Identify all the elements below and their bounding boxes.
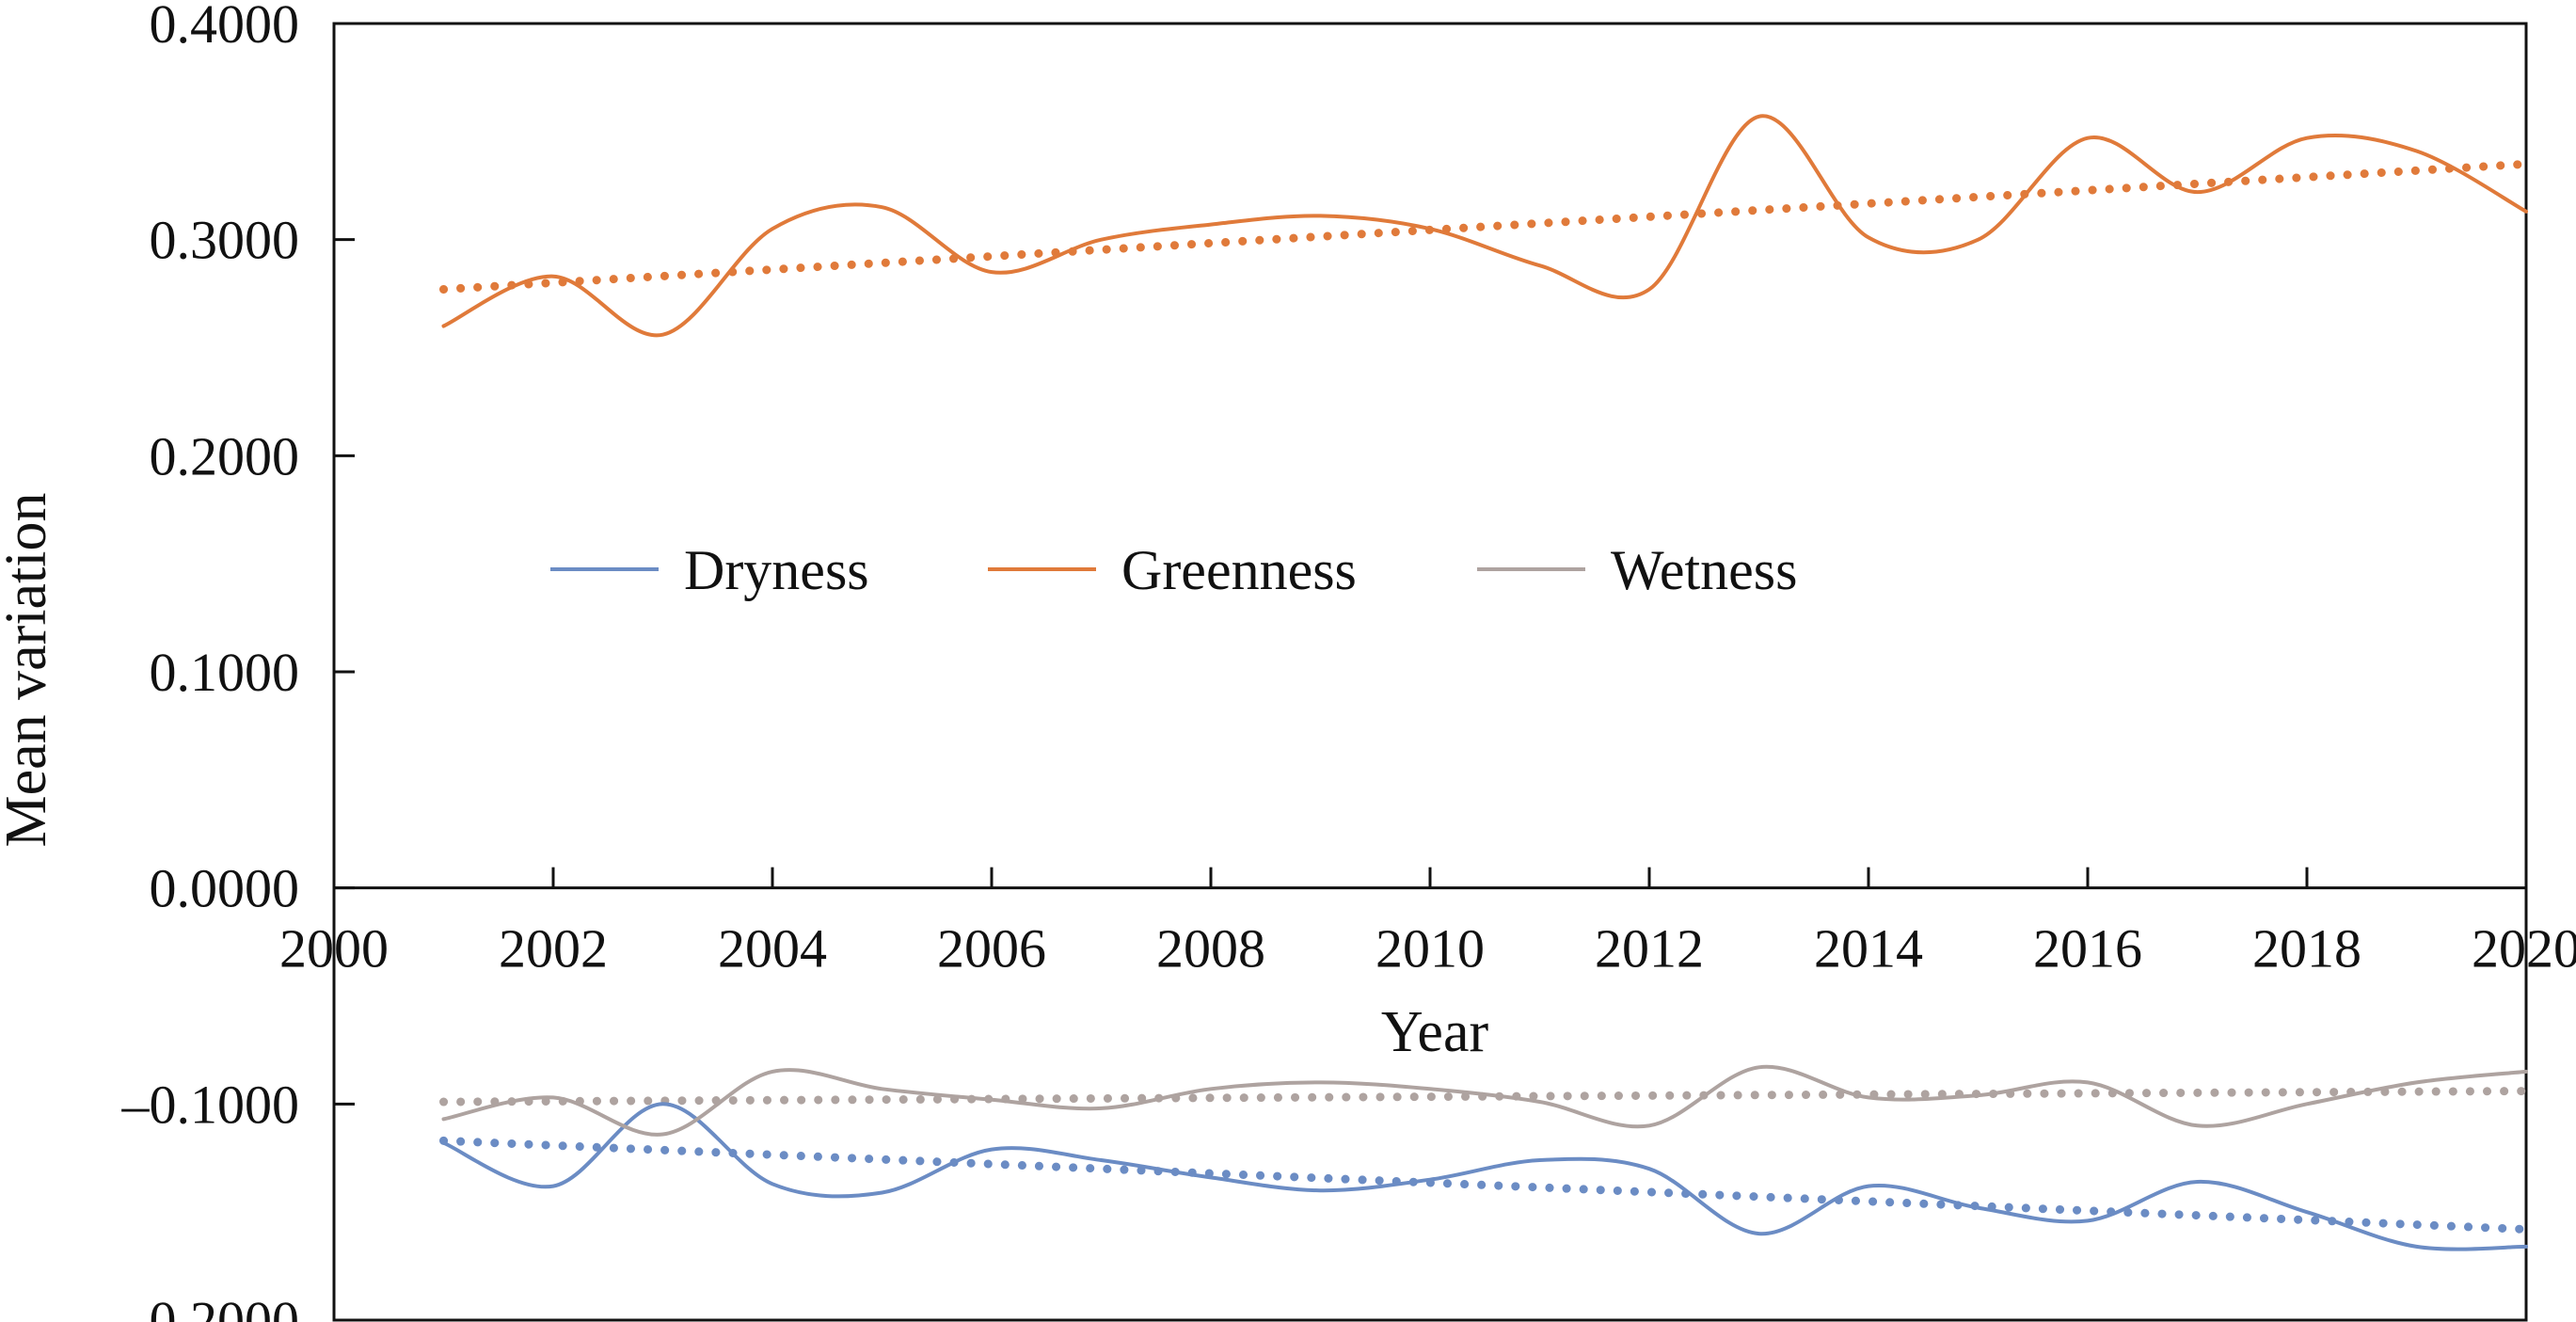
dryness-point-2017 xyxy=(2196,1180,2200,1184)
y-tick-label-3: 0.1000 xyxy=(150,642,300,703)
x-ticks: 2000 2002 2004 2006 2008 2010 2012 2014 2016 2018… xyxy=(279,867,2576,980)
dryness-point-2005 xyxy=(881,1190,884,1194)
dryness-point-2016 xyxy=(2086,1218,2090,1222)
dryness-point-2009 xyxy=(1319,1188,1323,1192)
wetness-point-2003 xyxy=(661,1132,665,1136)
dryness-point-2012 xyxy=(1647,1167,1651,1171)
dryness-point-2004 xyxy=(771,1182,774,1186)
dryness-point-2011 xyxy=(1538,1158,1542,1162)
wetness-trend-line xyxy=(439,1087,2531,1107)
greenness-point-2014 xyxy=(1867,235,1870,239)
x-tick-label-2020: 2020 xyxy=(2472,918,2576,980)
greenness-point-2012 xyxy=(1647,287,1651,291)
x-tick-label-2016: 2016 xyxy=(2033,918,2142,980)
greenness-point-2003 xyxy=(661,333,665,337)
wetness-point-2016 xyxy=(2086,1080,2090,1084)
greenness-point-2009 xyxy=(1319,214,1323,217)
x-tick-label-2012: 2012 xyxy=(1595,918,1704,980)
greenness-point-2018 xyxy=(2305,136,2309,140)
wetness-point-2006 xyxy=(990,1098,994,1102)
wetness-point-2009 xyxy=(1319,1080,1323,1084)
wetness-point-2012 xyxy=(1647,1123,1651,1127)
greenness-point-2004 xyxy=(771,227,774,231)
y-tick-label-6: –0.2000 xyxy=(121,1290,300,1322)
x-axis-title: Year xyxy=(1381,1000,1489,1064)
dryness-point-2002 xyxy=(551,1185,555,1188)
wetness-point-2018 xyxy=(2305,1102,2309,1106)
x-tick-label-2004: 2004 xyxy=(718,918,827,980)
dryness-point-2001 xyxy=(442,1141,446,1145)
greenness-point-2017 xyxy=(2196,190,2200,194)
wetness-point-2008 xyxy=(1209,1087,1213,1091)
y-tick-label-2: 0.2000 xyxy=(150,425,300,486)
dryness-series-line xyxy=(441,1102,2528,1251)
y-ticks: 0.4000 0.3000 0.2000 0.1000 0.0000 –0.1000 –0.… xyxy=(121,0,355,1322)
wetness-point-2015 xyxy=(1977,1093,1980,1097)
x-tick-label-2002: 2002 xyxy=(499,918,608,980)
wetness-point-2020 xyxy=(2524,1070,2528,1074)
greenness-point-2002 xyxy=(551,275,555,279)
dryness-point-2019 xyxy=(2415,1245,2419,1249)
dryness-point-2018 xyxy=(2305,1210,2309,1214)
wetness-point-2007 xyxy=(1100,1107,1104,1110)
dryness-point-2006 xyxy=(990,1148,994,1152)
y-tick-label-0: 0.4000 xyxy=(150,0,300,55)
y-tick-label-4: 0.0000 xyxy=(150,858,300,919)
wetness-point-2011 xyxy=(1538,1100,1542,1104)
x-tick-label-2008: 2008 xyxy=(1156,918,1265,980)
dryness-point-2003 xyxy=(661,1102,665,1106)
greenness-point-2019 xyxy=(2415,150,2419,153)
legend-label-greenness: Greenness xyxy=(1121,539,1357,601)
y-axis-title: Mean variation xyxy=(0,492,58,847)
x-tick-label-2000: 2000 xyxy=(279,918,389,980)
greenness-series-line xyxy=(441,114,2528,338)
dryness-point-2008 xyxy=(1209,1175,1213,1179)
trend-lines xyxy=(439,159,2531,1234)
wetness-point-2001 xyxy=(442,1117,446,1121)
greenness-point-2001 xyxy=(442,325,446,328)
greenness-point-2016 xyxy=(2086,136,2090,140)
wetness-point-2002 xyxy=(551,1095,555,1099)
series-lines xyxy=(441,114,2528,1251)
greenness-point-2011 xyxy=(1538,263,1542,267)
x-tick-label-2010: 2010 xyxy=(1375,918,1485,980)
greenness-point-2013 xyxy=(1757,115,1761,119)
dryness-point-2014 xyxy=(1867,1185,1870,1188)
greenness-point-2005 xyxy=(881,205,884,209)
wetness-point-2005 xyxy=(881,1087,884,1091)
greenness-point-2020 xyxy=(2524,210,2528,214)
legend: Dryness Greenness Wetness xyxy=(550,539,1797,601)
greenness-point-2015 xyxy=(1977,238,1980,242)
dryness-point-2020 xyxy=(2524,1245,2528,1249)
dryness-point-2007 xyxy=(1100,1158,1104,1162)
wetness-point-2017 xyxy=(2196,1123,2200,1127)
greenness-point-2010 xyxy=(1428,227,1432,231)
wetness-series-line xyxy=(441,1064,2528,1137)
legend-label-wetness: Wetness xyxy=(1611,539,1797,601)
legend-label-dryness: Dryness xyxy=(684,539,869,601)
y-tick-label-1: 0.3000 xyxy=(150,210,300,271)
wetness-point-2010 xyxy=(1428,1087,1432,1091)
wetness-point-2019 xyxy=(2415,1080,2419,1084)
y-tick-label-5: –0.1000 xyxy=(121,1074,300,1135)
x-tick-label-2014: 2014 xyxy=(1814,918,1923,980)
dryness-point-2013 xyxy=(1757,1232,1761,1235)
wetness-point-2014 xyxy=(1867,1095,1870,1099)
greenness-point-2006 xyxy=(990,270,994,274)
wetness-point-2013 xyxy=(1757,1065,1761,1069)
greenness-point-2007 xyxy=(1100,238,1104,242)
dryness-point-2015 xyxy=(1977,1206,1980,1210)
wetness-point-2004 xyxy=(771,1070,774,1074)
greenness-trend-line xyxy=(439,159,2531,294)
x-tick-label-2006: 2006 xyxy=(937,918,1046,980)
greenness-point-2008 xyxy=(1209,223,1213,227)
dryness-point-2010 xyxy=(1428,1178,1432,1182)
dryness-trend-line xyxy=(439,1136,2531,1234)
x-tick-label-2018: 2018 xyxy=(2252,918,2361,980)
